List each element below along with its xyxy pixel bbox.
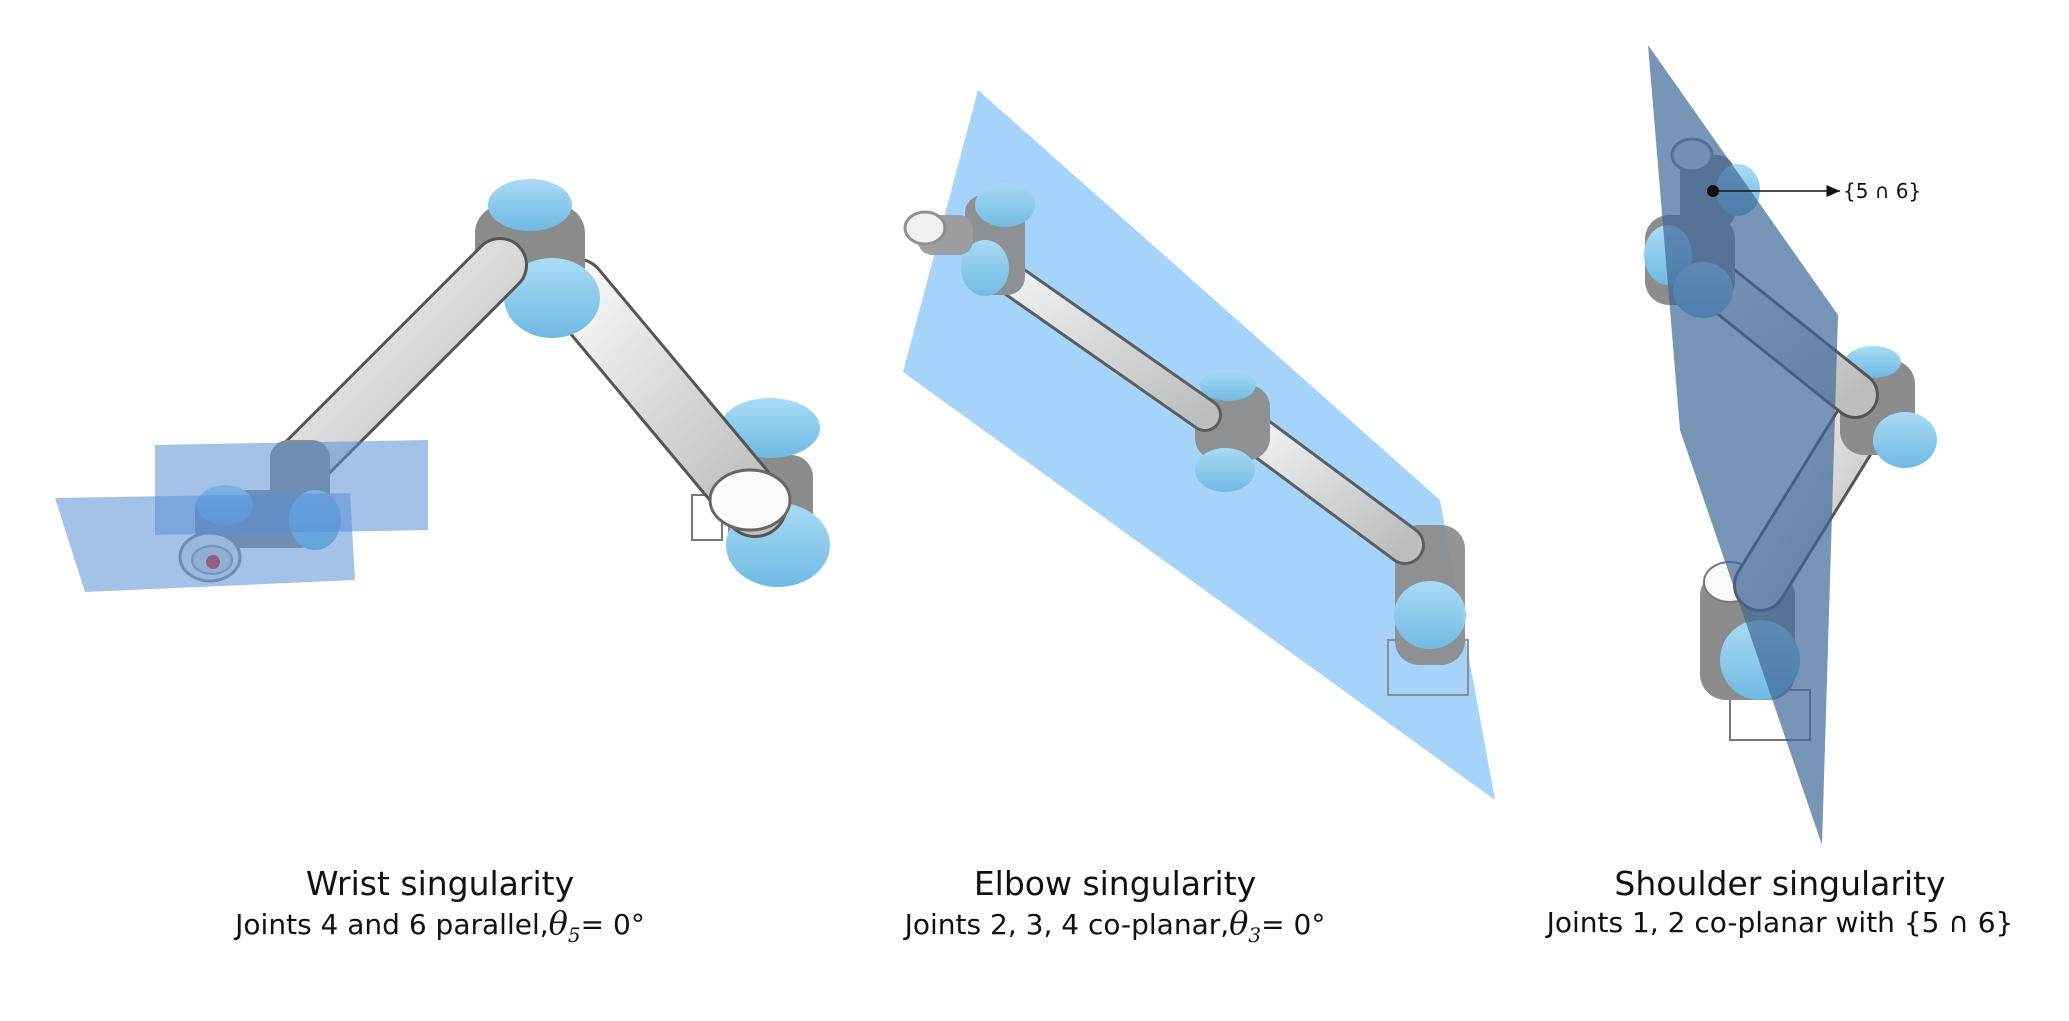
elbow-caption: Elbow singularity Joints 2, 3, 4 co-plan…	[855, 864, 1375, 954]
elbow-robot-wrist-joints	[903, 183, 1035, 296]
wrist-subtitle-text: Joints 4 and 6 parallel,	[235, 908, 549, 941]
annotation-label: {5 ∩ 6}	[1843, 179, 1921, 203]
wrist-robot-link-upper	[542, 257, 792, 538]
shoulder-caption-subtitle: Joints 1, 2 co-planar with {5 ∩ 6}	[1546, 906, 2014, 939]
wrist-plane-lower	[55, 493, 355, 592]
wrist-subtitle-value: = 0°	[580, 908, 645, 941]
elbow-robot-link-upper	[988, 258, 1222, 432]
wrist-caption-subtitle: Joints 4 and 6 parallel,θ5= 0°	[180, 904, 700, 954]
elbow-robot-link-lower	[1230, 410, 1425, 565]
shoulder-plane	[1648, 45, 1838, 845]
wrist-caption: Wrist singularity Joints 4 and 6 paralle…	[180, 864, 700, 954]
elbow-singularity-robot	[903, 183, 1469, 696]
theta-subscript: 5	[567, 923, 581, 947]
wrist-caption-title: Wrist singularity	[305, 864, 575, 903]
elbow-subtitle-text: Joints 2, 3, 4 co-planar,	[904, 908, 1230, 941]
wrist-robot-link-forearm	[272, 237, 528, 493]
shoulder-robot-elbow-joint	[1840, 346, 1937, 468]
elbow-robot-elbow-joint	[1195, 369, 1270, 492]
elbow-caption-subtitle: Joints 2, 3, 4 co-planar,θ3= 0°	[855, 904, 1375, 954]
elbow-caption-title: Elbow singularity	[973, 864, 1257, 903]
elbow-subtitle-value: = 0°	[1261, 908, 1326, 941]
intersection-annotation: {5 ∩ 6}	[1707, 179, 1921, 203]
shoulder-caption-title: Shoulder singularity	[1614, 864, 1946, 903]
theta-symbol: θ	[548, 904, 568, 942]
theta-subscript: 3	[1248, 923, 1262, 947]
theta-symbol: θ	[1229, 904, 1249, 942]
shoulder-caption: Shoulder singularity Joints 1, 2 co-plan…	[1500, 864, 2060, 942]
